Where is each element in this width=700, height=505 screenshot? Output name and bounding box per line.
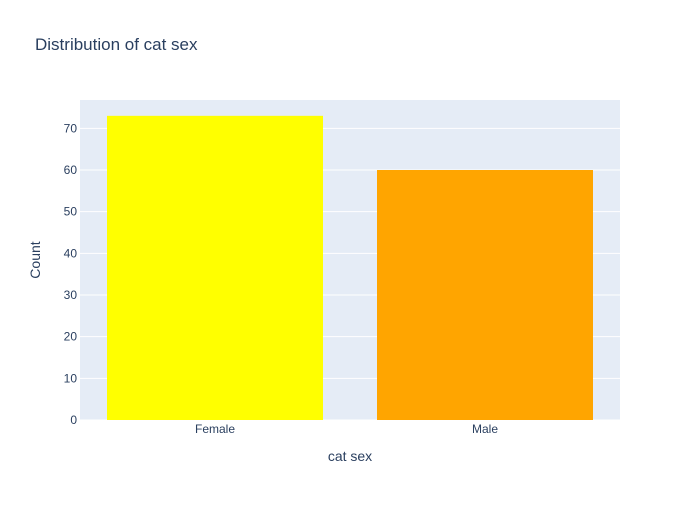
x-tick-label: Male — [472, 422, 498, 436]
bar-female[interactable] — [107, 115, 323, 420]
y-tick-label: 10 — [64, 371, 78, 385]
bars — [107, 115, 593, 420]
x-tick-label: Female — [195, 422, 235, 436]
chart-title: Distribution of cat sex — [35, 35, 198, 54]
y-axis-title: Count — [27, 241, 43, 278]
y-tick-label: 0 — [70, 413, 77, 427]
y-tick-label: 20 — [64, 330, 78, 344]
y-tick-label: 70 — [64, 121, 78, 135]
x-axis-ticks: Female Male — [195, 422, 498, 436]
x-axis-title: cat sex — [328, 448, 372, 464]
y-tick-label: 50 — [64, 205, 78, 219]
y-tick-label: 30 — [64, 288, 78, 302]
bar-male[interactable] — [377, 170, 593, 420]
y-tick-label: 60 — [64, 163, 78, 177]
y-axis-ticks: 0 10 20 30 40 50 60 70 — [64, 121, 78, 427]
y-tick-label: 40 — [64, 246, 78, 260]
